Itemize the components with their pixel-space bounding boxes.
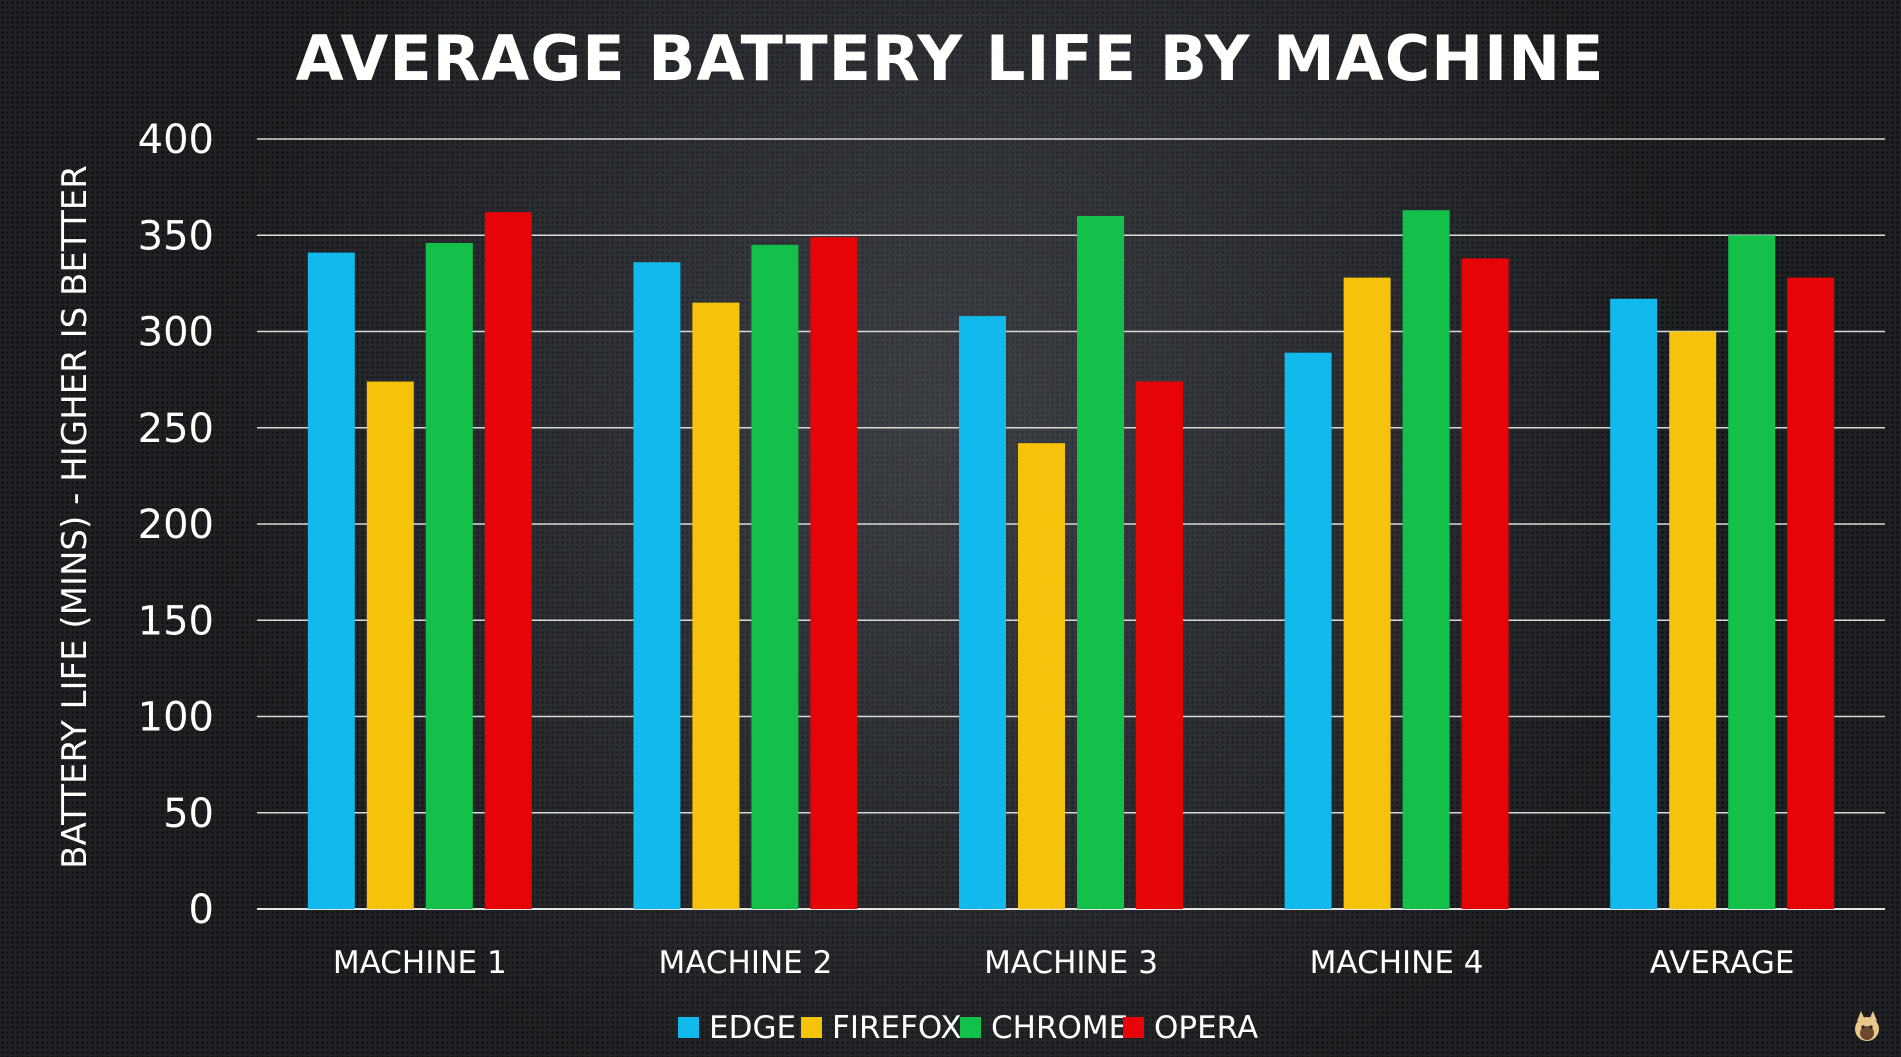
bar-chrome-machine-4 xyxy=(1402,210,1450,910)
channel-logo-icon xyxy=(1855,1011,1879,1041)
chart-title: AVERAGE BATTERY LIFE BY MACHINE xyxy=(296,22,1605,95)
bar-firefox-machine-3 xyxy=(1018,443,1065,909)
legend-swatch-firefox xyxy=(801,1017,822,1038)
bar-edge-average xyxy=(1610,298,1658,909)
y-tick-label: 200 xyxy=(138,502,214,548)
bar-firefox-average xyxy=(1669,331,1717,909)
x-category-label: MACHINE 4 xyxy=(1310,945,1484,981)
y-tick-label: 300 xyxy=(138,310,214,356)
legend: EDGE FIREFOX CHROME OPERA xyxy=(678,1010,1258,1046)
x-category-label: MACHINE 1 xyxy=(333,945,507,981)
y-tick-label: 0 xyxy=(189,887,214,933)
bar-firefox-machine-4 xyxy=(1343,277,1391,910)
legend-swatch-opera xyxy=(1123,1017,1144,1038)
legend-swatch-chrome xyxy=(960,1017,981,1038)
y-axis-label: BATTERY LIFE (MINS) - HIGHER IS BETTER xyxy=(55,165,95,869)
bar-chrome-machine-2 xyxy=(751,244,799,909)
x-category-label: MACHINE 2 xyxy=(658,945,832,981)
legend-label-edge: EDGE xyxy=(709,1010,796,1046)
y-tick-label: 250 xyxy=(138,406,214,452)
bar-opera-machine-1 xyxy=(484,212,532,909)
y-tick-label: 400 xyxy=(138,117,214,163)
legend-swatch-edge xyxy=(678,1017,699,1038)
bar-edge-machine-2 xyxy=(633,262,681,909)
y-tick-label: 350 xyxy=(138,213,214,259)
y-tick-labels: 0 50 100 150 200 250 300 350 400 xyxy=(138,117,214,933)
y-tick-label: 150 xyxy=(138,598,214,644)
bar-chrome-average xyxy=(1728,235,1776,909)
bar-opera-machine-4 xyxy=(1461,258,1509,910)
x-category-label: MACHINE 3 xyxy=(984,945,1158,981)
bar-chrome-machine-1 xyxy=(425,242,473,909)
bar-opera-average xyxy=(1787,277,1835,910)
bar-edge-machine-4 xyxy=(1284,352,1332,909)
bar-chrome-machine-3 xyxy=(1077,216,1124,909)
legend-label-chrome: CHROME xyxy=(991,1010,1128,1046)
legend-label-opera: OPERA xyxy=(1154,1010,1258,1046)
y-tick-label: 100 xyxy=(138,695,214,741)
bar-edge-machine-1 xyxy=(307,252,355,909)
bar-opera-machine-2 xyxy=(810,237,858,910)
legend-label-firefox: FIREFOX xyxy=(832,1010,962,1046)
bar-opera-machine-3 xyxy=(1136,381,1183,909)
bar-firefox-machine-1 xyxy=(366,381,414,909)
bars xyxy=(307,210,1835,910)
bar-firefox-machine-2 xyxy=(692,302,740,909)
y-tick-label: 50 xyxy=(163,791,214,837)
x-category-label: AVERAGE xyxy=(1650,945,1795,981)
bar-edge-machine-3 xyxy=(959,316,1006,910)
x-category-labels: MACHINE 1 MACHINE 2 MACHINE 3 MACHINE 4 AVER… xyxy=(333,945,1795,981)
